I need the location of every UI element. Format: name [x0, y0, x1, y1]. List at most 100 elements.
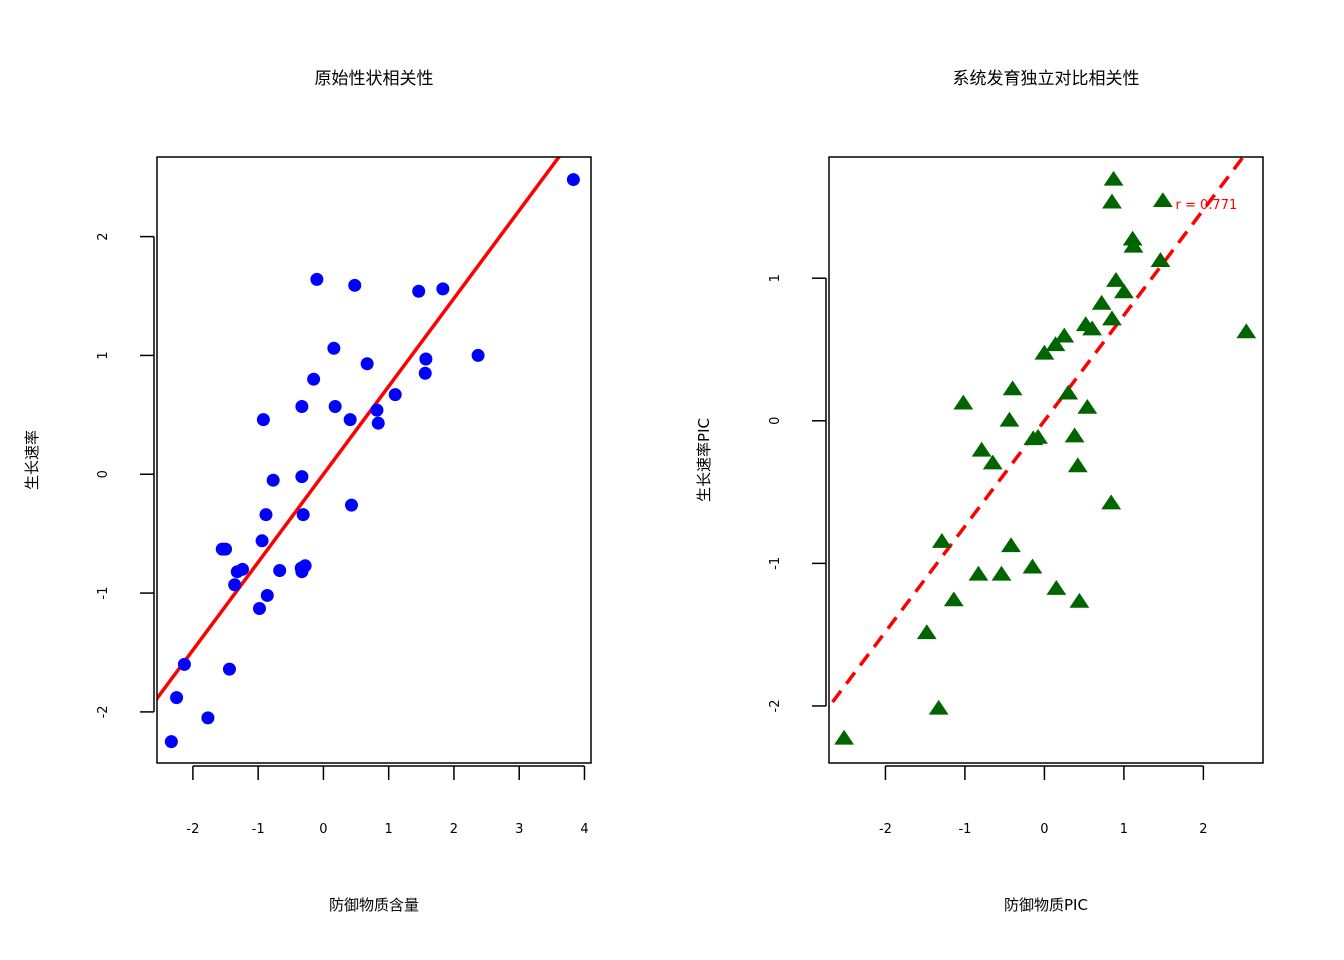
x-tick-label: -2 — [879, 822, 892, 837]
x-tick-label: 2 — [450, 822, 458, 837]
data-point — [327, 341, 341, 355]
data-point — [1103, 170, 1124, 186]
y-tick-label: -1 — [768, 557, 783, 570]
plot-border — [828, 156, 1264, 764]
data-point — [1106, 272, 1126, 287]
data-point — [1113, 283, 1134, 299]
data-point — [931, 532, 952, 548]
plot-area — [829, 157, 1257, 745]
data-point — [266, 473, 280, 487]
data-point — [252, 602, 266, 616]
data-point — [259, 508, 273, 522]
svg-text:生长速率: 生长速率 — [23, 430, 41, 490]
data-point — [235, 562, 249, 576]
data-point — [1102, 193, 1122, 209]
data-point — [1034, 344, 1055, 360]
data-point — [471, 348, 485, 362]
chart-title: 原始性状相关性 — [315, 69, 434, 89]
data-point — [328, 400, 342, 414]
data-point — [1082, 320, 1103, 336]
y-tick-label: -2 — [96, 705, 111, 718]
data-point — [1236, 323, 1257, 339]
data-point — [310, 272, 324, 286]
data-point — [1069, 592, 1090, 608]
data-point — [256, 413, 270, 427]
x-tick-label: 2 — [1199, 822, 1207, 837]
data-point — [344, 498, 358, 512]
data-point — [916, 624, 937, 640]
left-scatter-plot: 原始性状相关性 生长速率 防御物质含量 -2 -1 0 1 2 3 4 -2 -1 0 1 2 — [23, 69, 592, 914]
data-point — [295, 400, 309, 414]
data-point — [1152, 192, 1173, 208]
data-point — [164, 735, 178, 749]
data-point — [255, 534, 269, 548]
data-point — [566, 173, 580, 187]
data-point — [1102, 310, 1122, 326]
data-point — [1054, 327, 1075, 343]
data-point — [834, 729, 855, 745]
data-point — [348, 278, 362, 292]
data-point — [177, 657, 191, 671]
y-tick-label: -1 — [96, 587, 111, 600]
x-tick-label: -1 — [252, 822, 265, 837]
data-point — [1002, 380, 1023, 396]
y-tick-label: -2 — [768, 699, 783, 712]
data-point — [418, 366, 432, 380]
x-tick-label: 4 — [580, 822, 588, 837]
y-tick-label: 0 — [768, 417, 783, 425]
data-point — [201, 711, 215, 725]
data-point — [1067, 457, 1088, 473]
data-point — [307, 372, 321, 386]
data-point — [228, 578, 242, 592]
y-tick-label: 1 — [96, 351, 111, 359]
data-point — [388, 388, 402, 402]
data-point — [928, 699, 949, 715]
data-point — [968, 565, 989, 581]
x-axis-label: 防御物质PIC — [1004, 896, 1088, 914]
x-tick-label: -1 — [958, 822, 971, 837]
data-point — [1091, 294, 1112, 310]
data-point — [991, 565, 1012, 581]
data-point — [1101, 494, 1122, 510]
x-tick-label: 0 — [1040, 822, 1048, 837]
plot-border — [156, 156, 592, 764]
y-axis-label: 生长速率PIC — [695, 418, 713, 502]
x-tick-label: 3 — [515, 822, 523, 837]
data-point — [298, 559, 312, 573]
data-point — [360, 357, 374, 371]
data-point — [1022, 558, 1043, 574]
data-point — [1045, 336, 1066, 352]
chart-title: 系统发育独立对比相关性 — [953, 69, 1140, 89]
regression-line — [829, 157, 1246, 710]
data-point — [982, 454, 1003, 470]
data-point — [953, 394, 974, 410]
data-point — [343, 413, 357, 427]
x-tick-label: 0 — [319, 822, 327, 837]
data-point — [371, 416, 385, 430]
data-point — [999, 411, 1020, 427]
data-point — [1058, 384, 1079, 400]
data-point — [273, 564, 287, 578]
data-point — [296, 508, 310, 522]
data-point — [370, 403, 384, 417]
right-scatter-plot: 系统发育独立对比相关性 生长速率PIC 防御物质PIC -2 -1 0 1 2 -2 -1 0… — [695, 69, 1264, 914]
y-tick-label: 1 — [768, 274, 783, 282]
data-point — [1001, 537, 1021, 553]
x-axis-label: 防御物质含量 — [329, 896, 419, 914]
axes: -2 -1 0 1 2 -2 -1 0 1 — [768, 274, 1208, 837]
data-point — [1046, 580, 1067, 595]
y-axis-label: 生长速率 — [23, 430, 41, 490]
y-tick-label: 2 — [96, 232, 111, 240]
axes: -2 -1 0 1 2 3 4 -2 -1 0 1 2 — [96, 232, 589, 837]
data-point — [1150, 252, 1171, 267]
data-point — [170, 691, 184, 705]
data-point — [219, 542, 233, 556]
data-point — [436, 282, 450, 296]
data-point — [222, 662, 236, 676]
svg-text:生长速率PIC: 生长速率PIC — [695, 418, 713, 502]
plot-area — [157, 157, 580, 749]
data-point — [943, 591, 964, 607]
x-tick-label: 1 — [1120, 822, 1128, 837]
data-point — [971, 441, 992, 457]
